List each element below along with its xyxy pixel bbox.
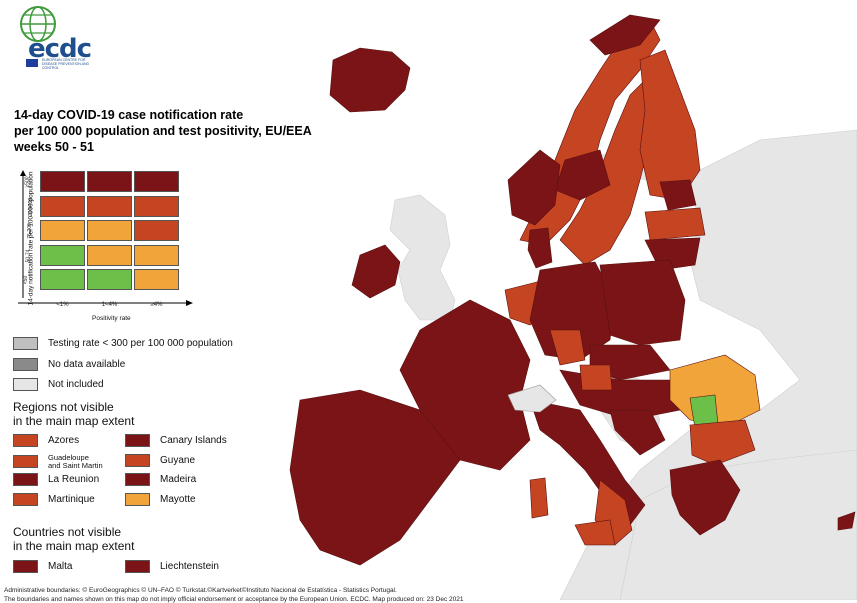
ireland bbox=[351, 244, 401, 299]
croatia-slovenia bbox=[609, 409, 666, 456]
finland bbox=[639, 49, 701, 201]
region-swatch bbox=[13, 434, 38, 447]
matrix-col-label: 1<4% bbox=[101, 301, 118, 308]
austria-region bbox=[579, 364, 613, 391]
norway-west bbox=[507, 149, 561, 226]
sicily bbox=[574, 519, 616, 546]
matrix-cell bbox=[87, 269, 132, 290]
region-label: Canary Islands bbox=[160, 435, 227, 446]
matrix-cell bbox=[134, 269, 179, 290]
region-swatch bbox=[125, 453, 150, 467]
region-legend-item: Azores bbox=[13, 434, 79, 447]
country-label: Liechtenstein bbox=[160, 561, 219, 572]
logo-subtitle: EUROPEAN CENTRE FOR DISEASE PREVENTION A… bbox=[42, 58, 90, 70]
country-legend-item: Malta bbox=[13, 560, 72, 573]
legend-not-included: Not included bbox=[13, 378, 104, 391]
matrix-row-label: 50-74 bbox=[25, 249, 32, 262]
matrix-cell bbox=[134, 171, 179, 192]
region-label: Guyane bbox=[160, 454, 196, 466]
country-swatch bbox=[13, 560, 38, 573]
country-legend-item: Liechtenstein bbox=[125, 560, 219, 573]
countries-heading: Countries not visible in the main map ex… bbox=[13, 525, 135, 553]
region-swatch bbox=[13, 455, 38, 468]
region-label: Madeira bbox=[160, 474, 197, 485]
region-label: Mayotte bbox=[160, 493, 196, 505]
region-legend-item: Mayotte bbox=[125, 492, 196, 506]
iberia bbox=[289, 389, 461, 566]
ecdc-logo: ecdc bbox=[12, 4, 102, 78]
matrix-cell bbox=[134, 220, 179, 241]
matrix-cell bbox=[40, 269, 85, 290]
region-legend-item: Madeira bbox=[125, 473, 196, 486]
matrix-cell bbox=[87, 220, 132, 241]
greece bbox=[669, 459, 741, 536]
legend-testing-rate: Testing rate < 300 per 100 000 populatio… bbox=[13, 337, 233, 350]
region-legend-item: Martinique bbox=[13, 492, 95, 506]
matrix-cell bbox=[134, 244, 179, 266]
logo-wordmark: ecdc bbox=[28, 34, 92, 64]
matrix-row-label: <50 bbox=[23, 275, 30, 285]
region-swatch bbox=[125, 473, 150, 486]
region-swatch bbox=[13, 492, 38, 506]
continental-europe bbox=[289, 259, 856, 566]
regions-heading: Regions not visible in the main map exte… bbox=[13, 400, 135, 428]
matrix-cell bbox=[40, 171, 85, 192]
matrix-col-label: ≥4% bbox=[150, 301, 163, 308]
y-axis-arrow-icon bbox=[20, 170, 26, 298]
matrix-col-label: <1% bbox=[56, 301, 69, 308]
region-label: Martinique bbox=[48, 493, 95, 505]
matrix-cell bbox=[40, 220, 85, 241]
region-swatch bbox=[125, 492, 150, 506]
region-label: Azores bbox=[48, 435, 80, 446]
matrix-cell bbox=[40, 195, 85, 217]
x-axis-title: Positivity rate bbox=[92, 315, 131, 322]
matrix-cell bbox=[87, 171, 132, 192]
no-data-swatch bbox=[13, 358, 38, 371]
germany-east bbox=[549, 329, 586, 366]
cyprus bbox=[837, 511, 856, 531]
not-included-swatch bbox=[13, 378, 38, 391]
legend-no-data: No data available bbox=[13, 358, 125, 371]
region-label: La Reunion bbox=[48, 474, 100, 485]
poland bbox=[599, 259, 686, 346]
matrix-cell bbox=[40, 244, 85, 266]
not-included-label: Not included bbox=[48, 379, 104, 390]
matrix-row-label: 200-499 bbox=[28, 197, 35, 216]
colour-matrix-legend: 14-day notification rate per 100 000 pop… bbox=[8, 165, 198, 325]
region-swatch bbox=[13, 473, 38, 486]
eu-flag-icon bbox=[26, 59, 38, 67]
western-isles bbox=[351, 227, 553, 299]
region-legend-item: La Reunion bbox=[13, 473, 99, 486]
map-title: 14-day COVID-19 case notification rate p… bbox=[14, 108, 312, 154]
globe-icon bbox=[20, 6, 56, 42]
testing-rate-swatch bbox=[13, 337, 38, 350]
region-legend-item: Guyane bbox=[125, 453, 196, 467]
baltic-states bbox=[644, 179, 706, 271]
region-swatch bbox=[125, 434, 150, 447]
matrix-cell bbox=[134, 195, 179, 217]
matrix-cell bbox=[87, 244, 132, 266]
iceland bbox=[329, 47, 411, 113]
switzerland bbox=[507, 384, 557, 413]
region-legend-item: Canary Islands bbox=[125, 434, 227, 447]
estonia bbox=[659, 179, 697, 211]
north-cape bbox=[589, 14, 661, 56]
footer-attribution: Administrative boundaries: © EuroGeograp… bbox=[4, 587, 397, 594]
region-legend-item: Guadeloupe and Saint Martin bbox=[13, 452, 103, 470]
country-swatch bbox=[125, 560, 150, 573]
matrix-row-label: 75-200 bbox=[26, 223, 33, 239]
region-label: Guadeloupe and Saint Martin bbox=[48, 452, 103, 470]
denmark bbox=[527, 227, 553, 269]
country-label: Malta bbox=[48, 561, 73, 572]
nordic-countries bbox=[329, 14, 701, 266]
testing-rate-label: Testing rate < 300 per 100 000 populatio… bbox=[48, 338, 233, 349]
latvia bbox=[644, 207, 706, 241]
matrix-row-label: ≥500 bbox=[24, 176, 31, 188]
no-data-label: No data available bbox=[48, 359, 126, 370]
matrix-cell bbox=[87, 195, 132, 217]
bulgaria bbox=[689, 419, 756, 466]
x-axis-arrow-icon bbox=[18, 300, 193, 306]
sardinia bbox=[529, 477, 549, 519]
